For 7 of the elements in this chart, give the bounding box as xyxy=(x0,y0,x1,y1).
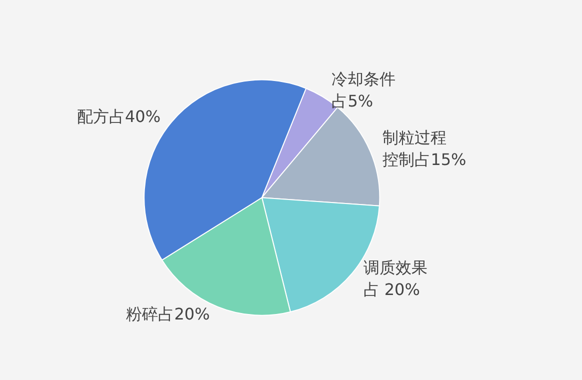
data-label: 占5% xyxy=(332,91,374,110)
slice-label: 配方占40% xyxy=(76,107,161,126)
data-label: 占 20% xyxy=(363,280,420,299)
slice-label: 粉碎占20% xyxy=(126,304,210,324)
slice-label: 调质效果 xyxy=(363,258,428,277)
slice-label: 冷却条件 xyxy=(332,69,396,88)
slice-label: 制粒过程控制占15% xyxy=(382,128,466,169)
